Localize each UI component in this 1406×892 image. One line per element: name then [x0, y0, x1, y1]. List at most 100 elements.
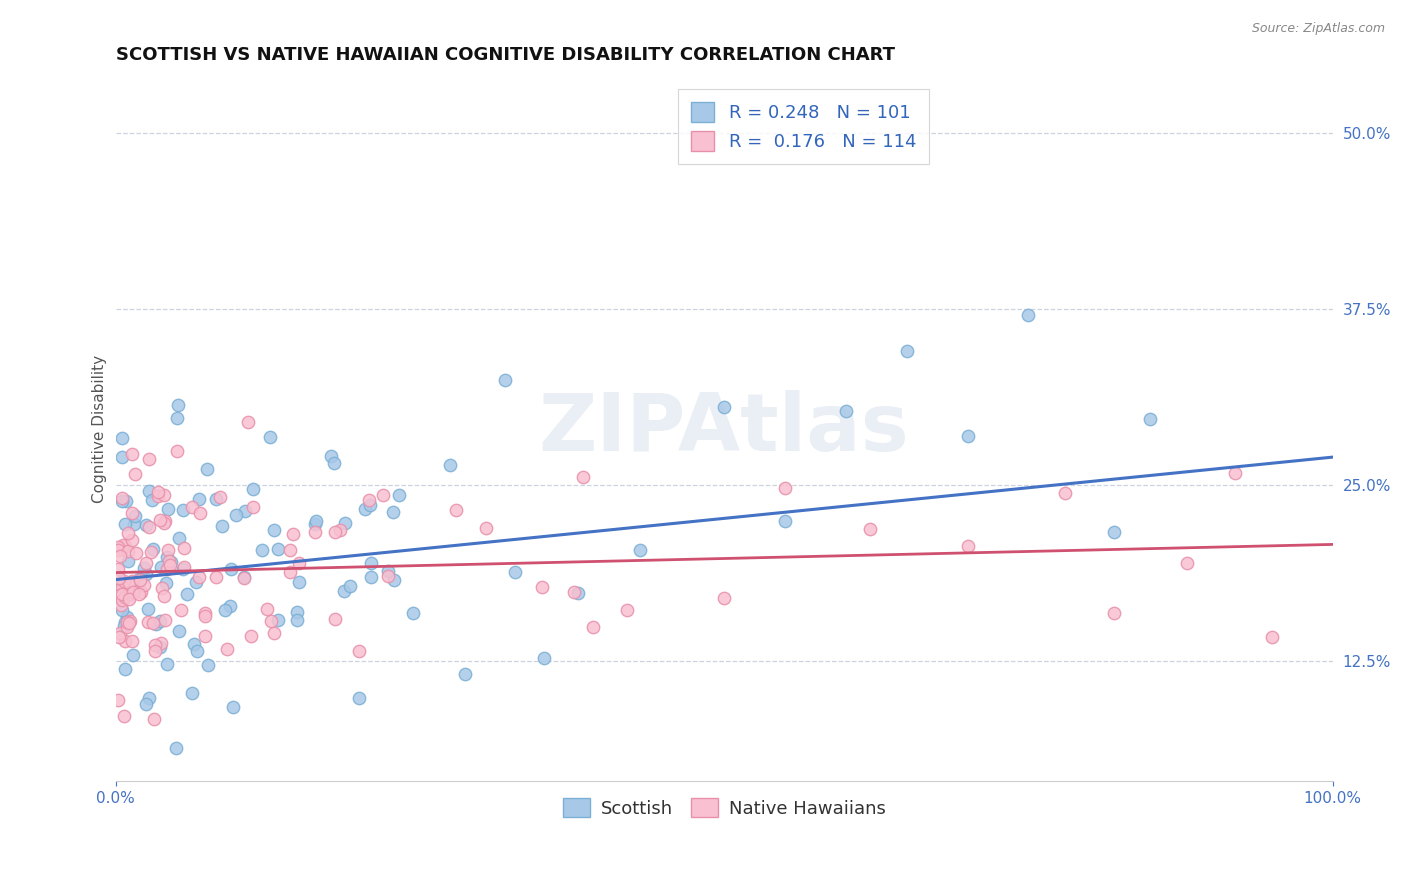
Point	[138, 601, 160, 615]
Point	[114, 494, 136, 508]
Point	[124, 509, 146, 524]
Point	[288, 556, 311, 570]
Point	[169, 624, 191, 639]
Point	[194, 609, 217, 624]
Point	[110, 599, 132, 613]
Point	[138, 484, 160, 499]
Point	[115, 615, 138, 630]
Point	[259, 430, 281, 444]
Point	[530, 580, 553, 594]
Point	[360, 556, 382, 570]
Point	[149, 640, 172, 654]
Point	[120, 614, 142, 628]
Point	[211, 519, 233, 533]
Point	[304, 517, 326, 532]
Point	[278, 565, 301, 579]
Point	[166, 444, 188, 458]
Point	[236, 415, 259, 429]
Point	[572, 469, 595, 483]
Point	[194, 629, 217, 643]
Point	[141, 493, 163, 508]
Point	[285, 613, 308, 627]
Point	[232, 570, 254, 584]
Y-axis label: Cognitive Disability: Cognitive Disability	[93, 355, 107, 503]
Point	[132, 577, 155, 591]
Point	[114, 633, 136, 648]
Point	[323, 612, 346, 626]
Point	[173, 559, 195, 574]
Point	[1018, 309, 1040, 323]
Point	[112, 709, 135, 723]
Point	[120, 587, 142, 601]
Point	[475, 521, 498, 535]
Point	[233, 503, 256, 517]
Point	[111, 603, 134, 617]
Point	[225, 508, 247, 522]
Point	[121, 506, 143, 520]
Point	[111, 593, 134, 607]
Point	[439, 458, 461, 472]
Point	[329, 523, 352, 537]
Point	[172, 502, 194, 516]
Point	[582, 620, 605, 634]
Point	[170, 603, 193, 617]
Point	[180, 686, 202, 700]
Point	[204, 491, 226, 506]
Point	[628, 543, 651, 558]
Point	[285, 605, 308, 619]
Point	[107, 693, 129, 707]
Point	[107, 540, 129, 554]
Legend: Scottish, Native Hawaiians: Scottish, Native Hawaiians	[555, 790, 893, 825]
Point	[112, 538, 135, 552]
Point	[108, 625, 131, 640]
Point	[138, 615, 160, 629]
Text: Source: ZipAtlas.com: Source: ZipAtlas.com	[1251, 22, 1385, 36]
Point	[108, 631, 131, 645]
Point	[111, 541, 134, 556]
Point	[145, 616, 167, 631]
Point	[108, 549, 131, 564]
Point	[896, 344, 918, 359]
Point	[111, 574, 134, 589]
Point	[117, 525, 139, 540]
Point	[357, 493, 380, 508]
Point	[194, 606, 217, 620]
Point	[859, 522, 882, 536]
Point	[402, 607, 425, 621]
Point	[117, 554, 139, 568]
Point	[267, 613, 290, 627]
Point	[1225, 466, 1247, 480]
Point	[214, 602, 236, 616]
Point	[157, 554, 180, 568]
Point	[278, 543, 301, 558]
Point	[166, 411, 188, 425]
Point	[503, 565, 526, 579]
Point	[153, 516, 176, 530]
Point	[304, 525, 326, 540]
Point	[107, 543, 129, 558]
Point	[322, 456, 344, 470]
Point	[111, 574, 134, 589]
Point	[186, 574, 208, 589]
Point	[533, 650, 555, 665]
Point	[132, 560, 155, 574]
Point	[128, 587, 150, 601]
Point	[288, 575, 311, 590]
Point	[377, 569, 399, 583]
Point	[188, 570, 211, 584]
Point	[114, 662, 136, 676]
Point	[215, 642, 238, 657]
Point	[233, 571, 256, 585]
Point	[121, 533, 143, 547]
Point	[713, 591, 735, 605]
Point	[114, 517, 136, 532]
Point	[333, 583, 356, 598]
Point	[128, 572, 150, 586]
Point	[117, 592, 139, 607]
Point	[146, 489, 169, 503]
Point	[118, 615, 141, 630]
Point	[142, 541, 165, 556]
Point	[167, 531, 190, 545]
Point	[148, 485, 170, 500]
Point	[111, 491, 134, 505]
